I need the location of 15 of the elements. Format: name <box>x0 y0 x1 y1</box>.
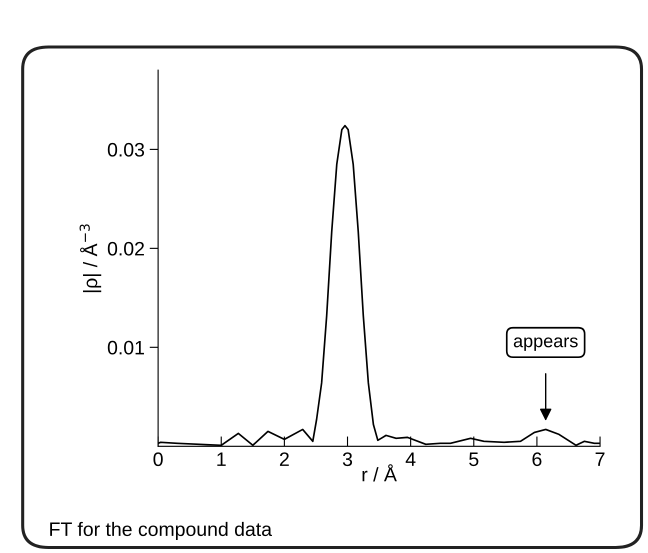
text: FT for the compound data <box>50 522 272 540</box>
y-tick-label: 0.03 <box>108 142 144 157</box>
y-tick-label: 0.01 <box>108 340 144 355</box>
x-tick-label: 6 <box>532 452 542 466</box>
y-tick-label: 0.02 <box>108 242 144 256</box>
x-tick-label: 0 <box>153 452 163 466</box>
x-tick-label: 7 <box>596 452 604 466</box>
y-axis-title: |ρ| / Å$^{−3}$ <box>80 224 102 292</box>
x-tick-label: 4 <box>406 452 416 466</box>
x-tick-label: 5 <box>469 452 478 466</box>
x-tick-label: 3 <box>342 452 352 466</box>
annotation: appears <box>514 337 578 351</box>
x-axis-title: r / Å <box>362 464 397 482</box>
x-tick-label: 2 <box>280 452 289 466</box>
x-tick-label: 1 <box>217 452 226 466</box>
